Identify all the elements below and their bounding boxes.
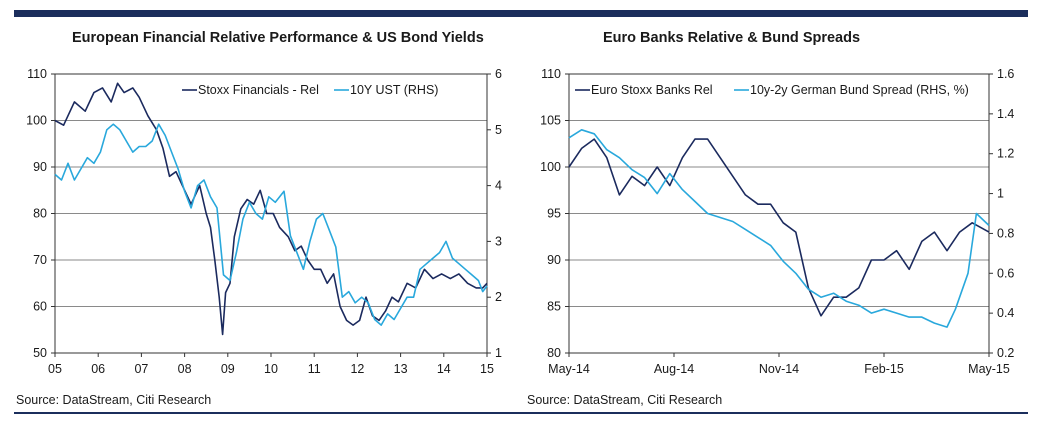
y-left-tick-label: 85 (547, 300, 561, 314)
y-right-tick-label: 1.6 (997, 67, 1014, 81)
x-tick-label: 14 (437, 362, 451, 376)
y-left-tick-label: 60 (33, 300, 47, 314)
y-right-tick-label: 1.4 (997, 107, 1014, 121)
x-tick-label: 11 (308, 362, 321, 376)
y-right-tick-label: 1 (495, 346, 502, 360)
x-tick-label: 13 (394, 362, 408, 376)
x-tick-label: Aug-14 (654, 362, 694, 376)
x-tick-label: Feb-15 (864, 362, 904, 376)
x-tick-label: 12 (350, 362, 364, 376)
x-tick-label: 10 (264, 362, 278, 376)
right-chart-title: Euro Banks Relative & Bund Spreads (603, 30, 861, 46)
legend-label: Euro Stoxx Banks Rel (591, 83, 713, 97)
x-tick-label: 06 (91, 362, 105, 376)
y-left-tick-label: 105 (540, 114, 561, 128)
left-chart-title: European Financial Relative Performance … (72, 30, 484, 46)
y-left-tick-label: 50 (33, 346, 47, 360)
x-tick-label: Nov-14 (759, 362, 799, 376)
y-left-tick-label: 80 (33, 207, 47, 221)
series-line-secondary (568, 129, 990, 328)
y-right-tick-label: 1 (997, 187, 1004, 201)
y-left-tick-label: 90 (547, 253, 561, 267)
y-left-tick-label: 80 (547, 346, 561, 360)
top-border-bar (14, 10, 1028, 17)
y-left-tick-label: 110 (27, 67, 47, 81)
series-line-primary (568, 138, 990, 317)
y-right-tick-label: 1.2 (997, 147, 1014, 161)
y-left-tick-label: 90 (33, 160, 47, 174)
y-right-tick-label: 6 (495, 67, 502, 81)
series-line-primary (54, 82, 488, 336)
x-tick-label: 09 (221, 362, 235, 376)
y-right-tick-label: 0.8 (997, 226, 1014, 240)
x-tick-label: 08 (178, 362, 192, 376)
y-right-tick-label: 0.2 (997, 346, 1014, 360)
y-right-tick-label: 2 (495, 290, 502, 304)
x-tick-label: May-14 (548, 362, 590, 376)
series-line-secondary (54, 123, 488, 326)
x-tick-label: 15 (480, 362, 494, 376)
x-tick-label: May-15 (968, 362, 1010, 376)
y-right-tick-label: 4 (495, 179, 502, 193)
y-left-tick-label: 100 (540, 160, 561, 174)
x-tick-label: 07 (134, 362, 148, 376)
y-left-tick-label: 110 (541, 67, 561, 81)
y-right-tick-label: 0.6 (997, 266, 1014, 280)
x-tick-label: 05 (48, 362, 62, 376)
right-chart-source: Source: DataStream, Citi Research (527, 393, 723, 407)
y-right-tick-label: 5 (495, 123, 502, 137)
legend-label: 10y-2y German Bund Spread (RHS, %) (750, 83, 969, 97)
legend-label: Stoxx Financials - Rel (198, 83, 319, 97)
legend-label: 10Y UST (RHS) (350, 83, 438, 97)
y-left-tick-label: 70 (33, 253, 47, 267)
bottom-border-bar (14, 412, 1028, 414)
y-left-tick-label: 100 (26, 114, 47, 128)
y-left-tick-label: 95 (547, 207, 561, 221)
y-right-tick-label: 0.4 (997, 306, 1014, 320)
left-chart-source: Source: DataStream, Citi Research (16, 393, 212, 407)
y-right-tick-label: 3 (495, 234, 502, 248)
